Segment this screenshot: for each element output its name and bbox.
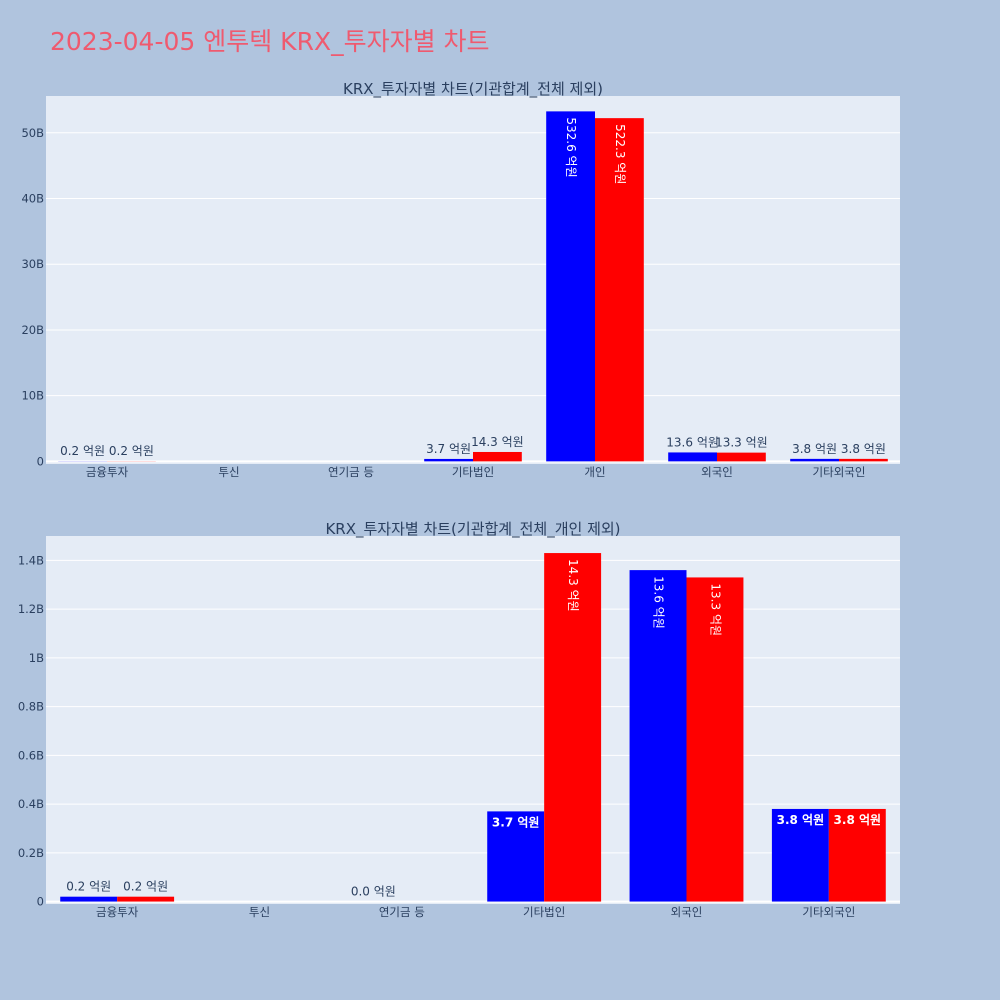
bar-label: 3.8 억원 bbox=[841, 442, 886, 456]
y-tick-label: 10B bbox=[21, 389, 44, 403]
page-title: 2023-04-05 엔투텍 KRX_투자자별 차트 bbox=[50, 27, 490, 56]
bar-label: 13.3 억원 bbox=[715, 436, 768, 450]
x-tick-label: 기타법인 bbox=[452, 465, 494, 479]
bar bbox=[60, 896, 118, 902]
bar bbox=[717, 452, 766, 462]
y-tick-label: 0.8B bbox=[18, 700, 44, 714]
bar bbox=[546, 111, 595, 462]
bar bbox=[595, 118, 644, 462]
plot-area bbox=[46, 96, 900, 464]
bar bbox=[424, 458, 473, 462]
bar-label: 3.7 억원 bbox=[426, 442, 471, 456]
y-tick-label: 0 bbox=[37, 895, 44, 909]
chart-title: KRX_투자자별 차트(기관합계_전체 제외) bbox=[343, 80, 603, 99]
x-tick-label: 연기금 등 bbox=[379, 905, 425, 919]
bar-label: 3.8 억원 bbox=[777, 813, 825, 827]
bar bbox=[629, 570, 687, 902]
y-tick-label: 1B bbox=[29, 651, 44, 665]
bar-label: 13.6 억원 bbox=[652, 576, 666, 629]
bar-label: 3.7 억원 bbox=[492, 815, 540, 829]
bar-label: 0.2 억원 bbox=[66, 880, 111, 894]
bar bbox=[828, 808, 886, 902]
chart-individual-excluded: 0 0.2B 0.4B 0.6B 0.8B 1B 1.2B 1.4B KRX_투자자별 차트(기… bbox=[18, 520, 900, 919]
bar bbox=[544, 553, 602, 902]
bar-label: 13.6 억원 bbox=[666, 435, 719, 449]
bar-label: 0.2 억원 bbox=[109, 444, 154, 458]
y-tick-label: 50B bbox=[21, 126, 44, 140]
bar-label: 0.2 억원 bbox=[60, 444, 105, 458]
y-tick-label: 1.2B bbox=[18, 602, 44, 616]
y-tick-label: 0.6B bbox=[18, 748, 44, 762]
x-tick-label: 개인 bbox=[584, 465, 605, 479]
x-tick-label: 투신 bbox=[218, 465, 239, 479]
bar-label: 532.6 억원 bbox=[564, 117, 578, 177]
bar bbox=[771, 808, 829, 902]
bar-label: 3.8 억원 bbox=[792, 442, 837, 456]
chart-institutional-excluded: 0 10B 20B 30B 40B 50B KRX_투자자별 차트(기관합계_전체 제외) 금… bbox=[21, 80, 900, 479]
plot-area bbox=[46, 536, 900, 904]
x-tick-label: 투신 bbox=[249, 905, 270, 919]
x-tick-label: 기타외국인 bbox=[802, 905, 855, 919]
bar bbox=[686, 577, 744, 902]
bar-label: 13.3 억원 bbox=[708, 583, 722, 636]
x-tick-label: 금융투자 bbox=[96, 905, 139, 919]
y-tick-label: 0 bbox=[37, 454, 44, 468]
bar bbox=[487, 811, 545, 902]
y-tick-label: 0.4B bbox=[18, 797, 44, 811]
x-tick-label: 기타법인 bbox=[523, 905, 565, 919]
bar bbox=[839, 458, 888, 462]
chart-title: KRX_투자자별 차트(기관합계_전체_개인 제외) bbox=[325, 520, 620, 539]
x-tick-label: 금융투자 bbox=[86, 465, 129, 479]
bar-label: 0.0 억원 bbox=[351, 885, 396, 899]
x-tick-label: 외국인 bbox=[671, 905, 703, 919]
x-tick-label: 외국인 bbox=[701, 465, 733, 479]
bar bbox=[117, 896, 175, 902]
x-tick-label: 기타외국인 bbox=[813, 465, 866, 479]
y-tick-label: 1.4B bbox=[18, 553, 44, 567]
bar-label: 14.3 억원 bbox=[566, 559, 580, 612]
bar-label: 0.2 억원 bbox=[123, 880, 168, 894]
x-tick-label: 연기금 등 bbox=[328, 465, 374, 479]
y-tick-label: 40B bbox=[21, 192, 44, 206]
bar-label: 3.8 억원 bbox=[834, 813, 882, 827]
bar bbox=[473, 451, 522, 462]
y-tick-label: 0.2B bbox=[18, 846, 44, 860]
bar-label: 522.3 억원 bbox=[613, 124, 627, 184]
bar bbox=[790, 458, 839, 462]
bar bbox=[668, 452, 717, 462]
y-tick-label: 20B bbox=[21, 323, 44, 337]
bar-label: 14.3 억원 bbox=[471, 435, 524, 449]
y-tick-label: 30B bbox=[21, 257, 44, 271]
